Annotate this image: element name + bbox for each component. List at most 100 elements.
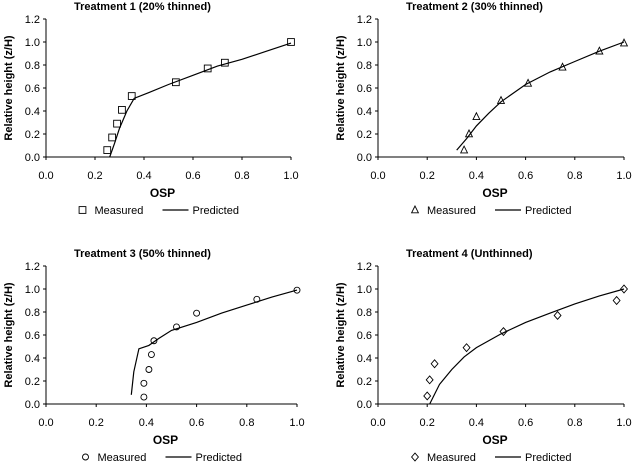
measured-point [287, 38, 295, 46]
chart-panel-4: 0.0 0.2 0.4 0.6 0.8 1.0 1.2 0.0 0.2 0.4 0.6 0.8 1.0 T… [335, 248, 632, 464]
x-tick-label: 1.0 [616, 417, 631, 429]
y-tick-label: 0.8 [357, 60, 372, 72]
measured-point [619, 38, 629, 47]
legend-predicted-label: Predicted [196, 452, 242, 464]
y-tick-label: 0.8 [25, 307, 40, 319]
x-axis-label: OSP [482, 433, 507, 447]
predicted-line [429, 288, 625, 405]
y-tick-label: 1.2 [25, 14, 40, 26]
measured-point [118, 105, 126, 114]
y-tick-label: 0.4 [357, 353, 372, 365]
measured-point [171, 78, 180, 87]
chart-panel-2: 0.0 0.2 0.4 0.6 0.8 1.0 1.2 0.0 0.2 0.4 0.6 0.8 1.0 T… [335, 1, 632, 217]
x-tick-label: 0.0 [38, 417, 53, 429]
measured-point [425, 375, 434, 385]
y-tick-label: 0.8 [357, 307, 372, 319]
y-tick-label: 1.2 [25, 261, 40, 273]
measured-point [430, 359, 439, 369]
legend-predicted-label: Predicted [525, 205, 571, 217]
legend: Measured Predicted [411, 452, 571, 464]
y-tick-label: 0.4 [25, 353, 40, 365]
measured-point [150, 337, 158, 345]
y-tick-label: 0.6 [25, 330, 40, 342]
x-tick-label: 0.4 [136, 170, 151, 182]
measured-point [140, 393, 148, 401]
x-tick-label: 0.2 [420, 417, 435, 429]
legend-predicted-label: Predicted [193, 205, 239, 217]
x-tick-label: 0.8 [239, 417, 254, 429]
y-axis-label: Relative height (z/H) [335, 35, 347, 140]
y-tick-label: 1.0 [357, 37, 372, 49]
x-tick-label: 0.0 [38, 170, 53, 182]
y-tick-label: 0.2 [357, 129, 372, 141]
x-tick-label: 1.0 [283, 170, 298, 182]
x-tick-label: 0.4 [469, 417, 484, 429]
measured-point [462, 343, 471, 353]
predicted-line [456, 41, 625, 151]
legend-measured-label: Measured [427, 205, 476, 217]
legend: Measured Predicted [82, 452, 242, 464]
measured-point [558, 62, 567, 71]
legend-measured-label: Measured [98, 452, 147, 464]
measured-point [127, 92, 136, 100]
measured-point [612, 295, 621, 306]
measured-point [193, 309, 201, 317]
x-tick-label: 0.8 [567, 170, 582, 182]
y-tick-label: 0.6 [25, 83, 40, 95]
measured-point [253, 295, 261, 303]
y-tick-label: 0.2 [357, 376, 372, 388]
y-tick-label: 1.2 [357, 14, 372, 26]
measured-point [108, 133, 117, 142]
y-tick-label: 1.2 [357, 261, 372, 273]
chart-title: Treatment 2 (30% thinned) [406, 1, 543, 13]
chart-panel-3: 0.0 0.2 0.4 0.6 0.8 1.0 1.2 0.0 0.2 0.4 0.6 0.8 1.0 T… [3, 248, 305, 464]
y-tick-label: 0.0 [357, 152, 372, 164]
y-tick-label: 0.0 [357, 399, 372, 411]
x-tick-label: 0.0 [370, 417, 385, 429]
x-tick-label: 0.6 [189, 417, 204, 429]
x-tick-label: 0.4 [139, 417, 154, 429]
predicted-line [130, 289, 298, 395]
legend-measured-label: Measured [95, 205, 144, 217]
legend: Measured Predicted [410, 204, 571, 217]
x-tick-label: 0.8 [234, 170, 249, 182]
measured-point [147, 351, 155, 358]
x-tick-label: 0.2 [89, 417, 104, 429]
legend-measured-marker [78, 206, 87, 214]
x-tick-label: 0.6 [518, 417, 533, 429]
chart-title: Treatment 1 (20% thinned) [74, 1, 211, 13]
legend-measured-marker [411, 452, 419, 462]
y-tick-label: 0.6 [357, 83, 372, 95]
y-tick-label: 0.2 [25, 376, 40, 388]
x-tick-label: 0.2 [87, 170, 102, 182]
chart-panel-1: 0.0 0.2 0.4 0.6 0.8 1.0 1.2 0.0 0.2 0.4 0.6 0.8 1.0 T… [3, 1, 299, 217]
measured-point [464, 128, 474, 138]
measured-point [459, 145, 469, 154]
x-axis-label: OSP [153, 433, 178, 447]
y-tick-label: 0.0 [25, 399, 40, 411]
measured-point [553, 310, 562, 321]
y-tick-label: 0.6 [357, 330, 372, 342]
y-axis-label: Relative height (z/H) [3, 35, 15, 140]
legend-measured-marker [82, 453, 89, 461]
chart-title: Treatment 3 (50% thinned) [74, 248, 211, 260]
x-axis-label: OSP [150, 186, 175, 200]
x-axis-label: OSP [482, 186, 507, 200]
x-tick-label: 1.0 [289, 417, 304, 429]
y-tick-label: 0.4 [25, 106, 40, 118]
predicted-line [109, 42, 292, 158]
measured-point [423, 391, 432, 401]
y-tick-label: 0.0 [25, 152, 40, 164]
y-axis-label: Relative height (z/H) [335, 282, 347, 387]
y-axis-label: Relative height (z/H) [3, 282, 15, 387]
y-tick-label: 1.0 [25, 37, 40, 49]
x-tick-label: 0.2 [420, 170, 435, 182]
legend-measured-label: Measured [427, 452, 476, 464]
measured-point [523, 78, 533, 87]
measured-point [113, 119, 121, 128]
measured-point [203, 64, 212, 73]
x-tick-label: 0.0 [370, 170, 385, 182]
measured-point [595, 46, 604, 55]
measured-point [499, 326, 508, 337]
y-tick-label: 1.0 [357, 284, 372, 296]
